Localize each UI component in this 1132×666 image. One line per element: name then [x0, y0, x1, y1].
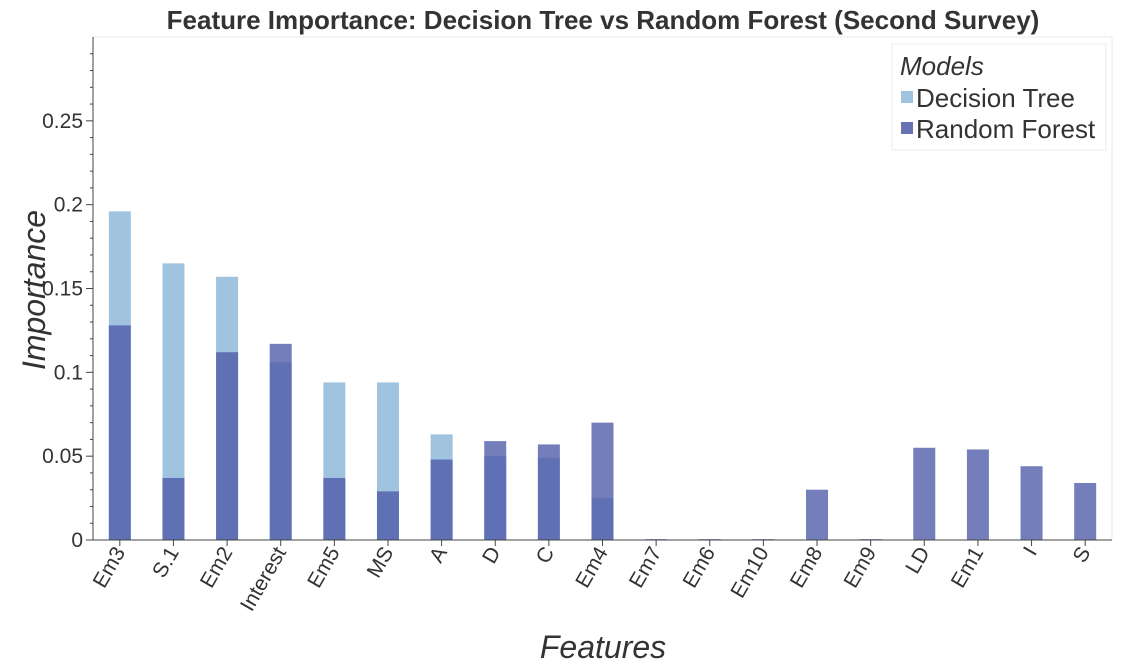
x-tick-label: LD [901, 543, 934, 578]
x-tick-label: S [1069, 543, 1096, 567]
y-tick-label: 0.2 [54, 194, 83, 217]
legend-label-random-forest: Random Forest [916, 114, 1096, 144]
legend-swatch-random-forest [901, 122, 913, 134]
y-tick-label: 0.05 [42, 445, 83, 468]
bar-random-forest-em4 [591, 422, 614, 540]
series-random-forest [108, 325, 1097, 540]
bars-group [108, 211, 1097, 540]
bar-random-forest-em1 [966, 449, 989, 540]
x-tick-label: Em9 [839, 543, 881, 592]
y-tick-label: 0.25 [42, 110, 83, 133]
x-tick-label: A [425, 543, 452, 567]
bar-decision-tree-s-1 [162, 263, 185, 540]
x-tick-label: I [1019, 543, 1042, 560]
series-decision-tree [108, 211, 614, 540]
y-tick-label: 0.1 [54, 361, 83, 384]
bar-random-forest-em3 [108, 325, 131, 540]
x-tick-label: Em7 [625, 543, 667, 592]
y-tick-label: 0.15 [42, 278, 83, 301]
bar-random-forest-s-1 [162, 477, 185, 540]
x-tick-label: MS [363, 543, 399, 582]
x-tick-label: Em2 [196, 543, 238, 592]
bar-random-forest-s [1074, 482, 1097, 540]
bar-random-forest-d [484, 441, 507, 540]
x-tick-label: Em4 [571, 543, 613, 592]
bar-random-forest-em2 [216, 352, 239, 540]
bar-random-forest-c [537, 444, 560, 540]
x-tick-label: Em10 [726, 543, 773, 602]
legend-title: Models [900, 51, 984, 81]
x-tick-label: Em8 [786, 543, 828, 592]
bar-random-forest-ld [913, 447, 936, 540]
bar-random-forest-interest [269, 343, 292, 540]
bar-random-forest-em5 [323, 477, 346, 540]
bar-random-forest-i [1020, 466, 1043, 540]
chart-title: Feature Importance: Decision Tree vs Ran… [167, 5, 1040, 35]
x-tick-label: Interest [236, 543, 291, 615]
x-tick-label: Em5 [303, 543, 345, 592]
x-tick-label: C [532, 543, 560, 568]
bar-random-forest-a [430, 459, 453, 540]
x-tick-label: Em1 [947, 543, 989, 592]
x-tick-label: Em6 [679, 543, 721, 592]
x-tick-label: Em3 [89, 543, 131, 592]
x-tick-label: S.1 [148, 543, 184, 582]
x-tick-label: D [478, 543, 506, 568]
x-axis-title: Features [540, 629, 666, 665]
y-minor-ticks [90, 53, 93, 524]
legend-box [891, 43, 1107, 151]
y-axis-title: Importance [16, 210, 52, 370]
y-ticks: 0 0.05 0.1 0.15 0.2 0.25 [42, 110, 93, 552]
legend-swatch-decision-tree [901, 91, 913, 103]
legend-label-decision-tree: Decision Tree [916, 83, 1075, 113]
bar-random-forest-ms [376, 491, 399, 540]
y-tick-label: 0 [71, 529, 83, 552]
bar-random-forest-em8 [806, 489, 829, 540]
